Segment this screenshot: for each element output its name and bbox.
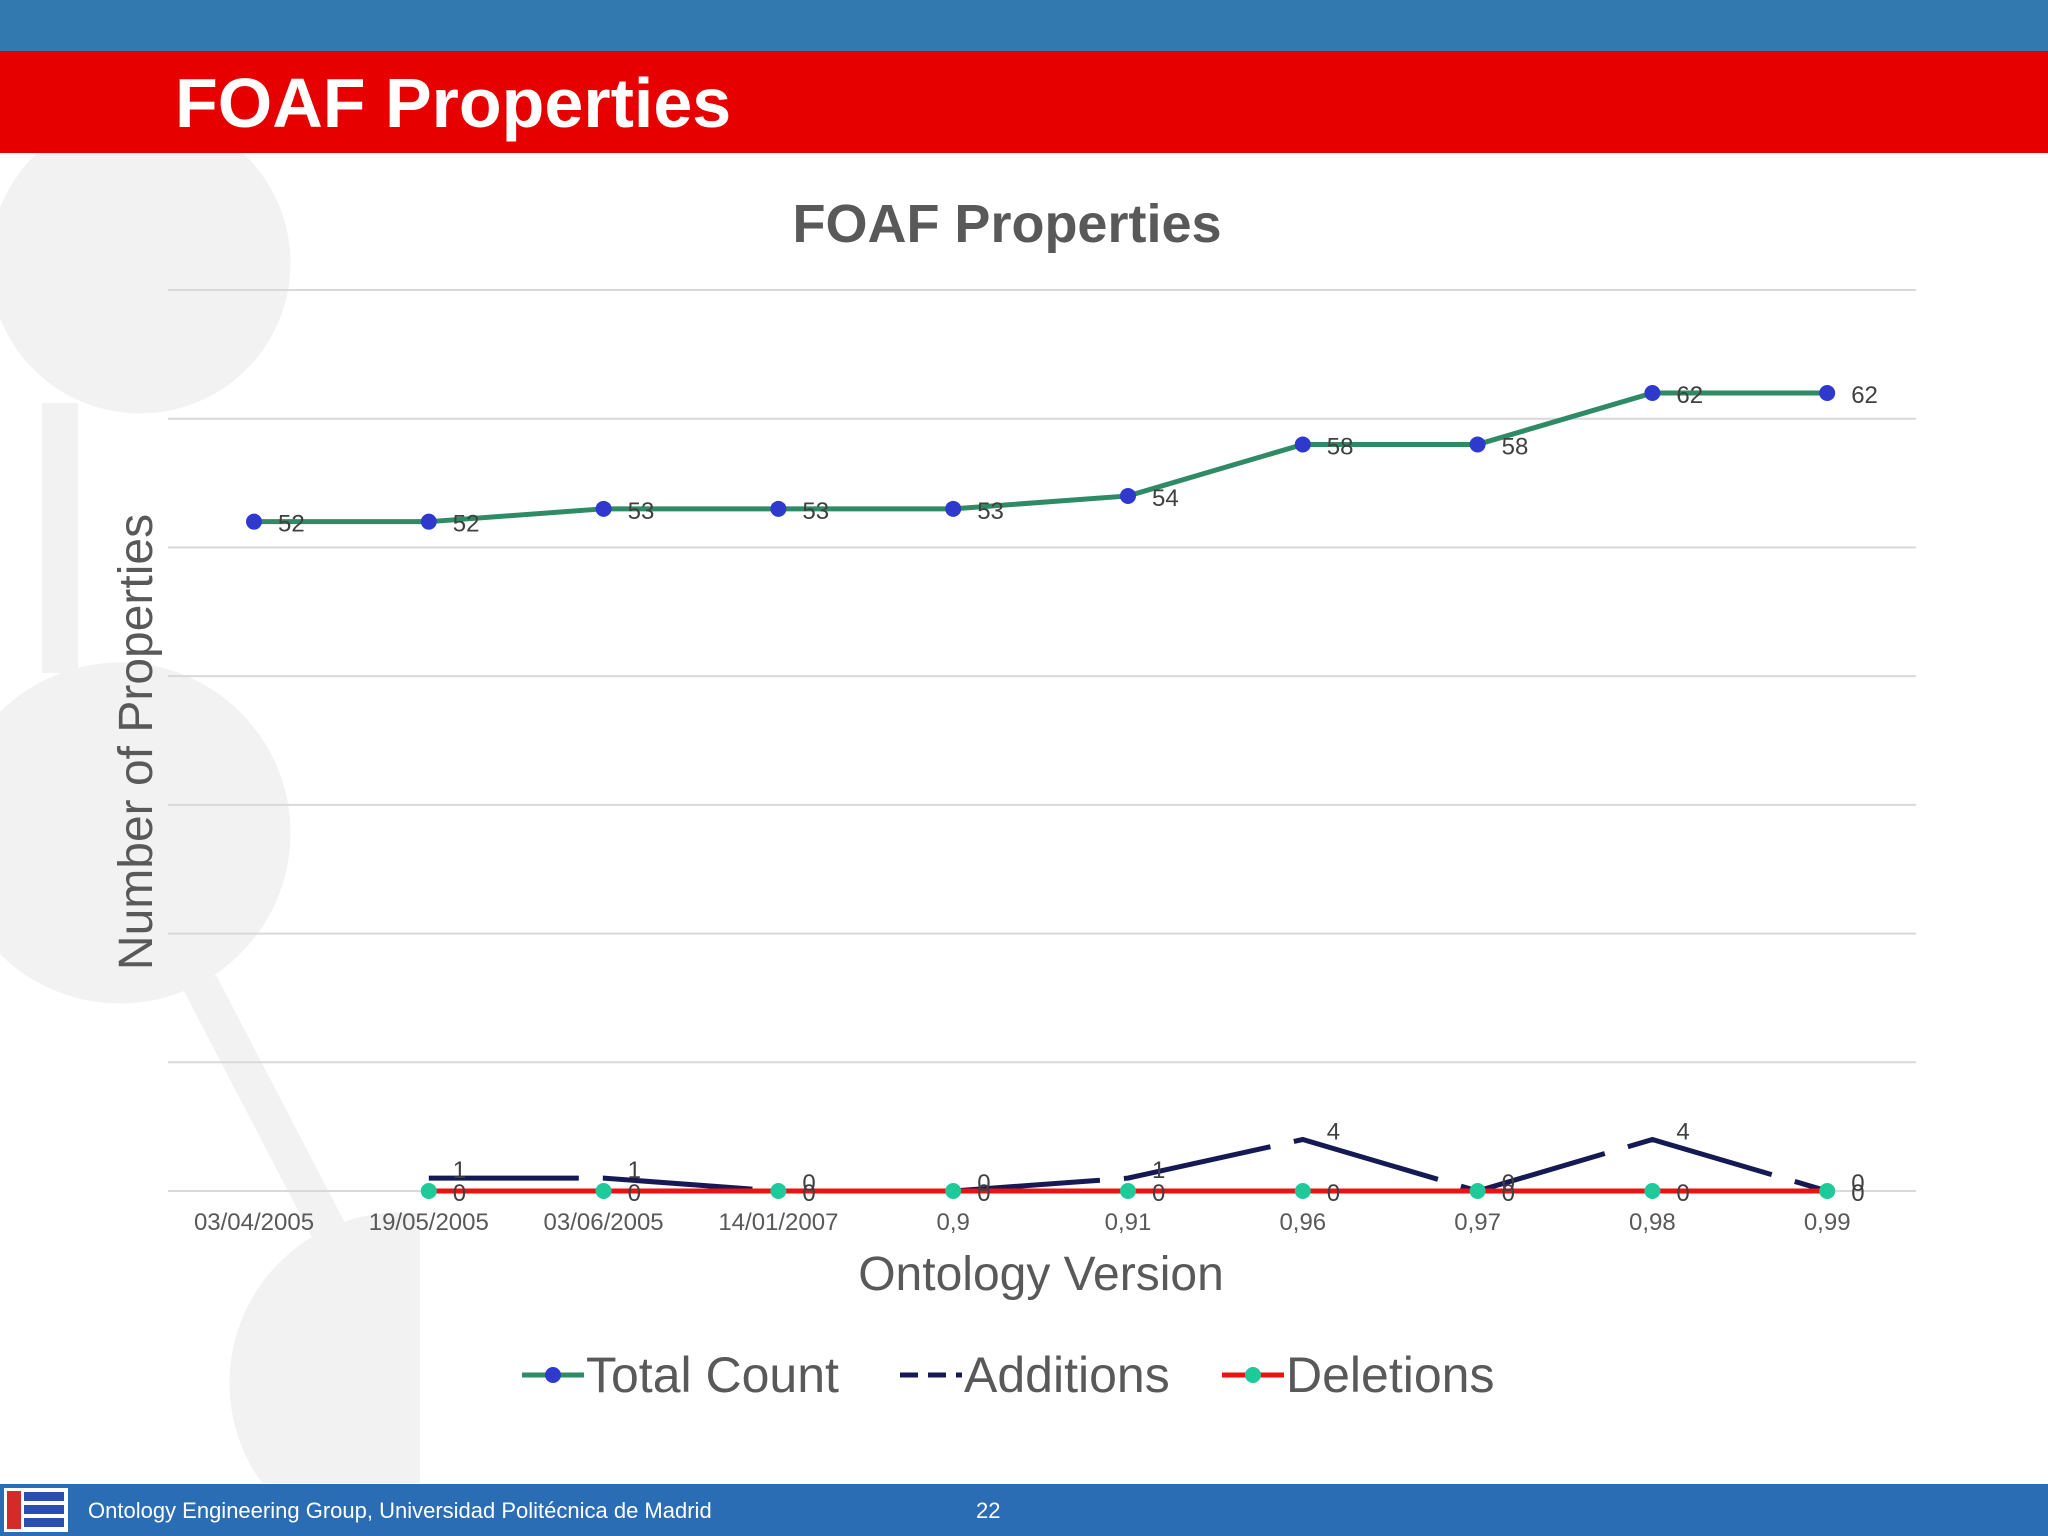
total-count-point	[1819, 384, 1836, 401]
y-axis-label: Number of Properties	[110, 514, 163, 970]
top-bar	[0, 0, 2048, 51]
title-bar	[0, 51, 2048, 153]
total-count-data-label: 54	[1152, 485, 1179, 512]
legend-additions: Additions	[900, 1347, 1170, 1403]
gridlines	[168, 289, 1916, 1192]
total-count-point	[1294, 436, 1311, 453]
total-count-point	[1644, 384, 1661, 401]
deletions-data-label: 0	[1152, 1180, 1165, 1207]
total-count-point	[246, 513, 262, 530]
deletions-point	[1294, 1183, 1311, 1199]
additions-data-label: 0	[802, 1170, 815, 1197]
additions-data-label: 1	[628, 1157, 641, 1184]
x-tick-label: 0,99	[1804, 1209, 1851, 1236]
deletions-point	[1120, 1183, 1136, 1199]
total-count-line	[254, 390, 1828, 525]
x-tick-label: 0,96	[1279, 1209, 1326, 1236]
legend-label: Deletions	[1286, 1347, 1494, 1403]
additions-data-label: 4	[1327, 1119, 1340, 1146]
total-count-data-label: 53	[628, 498, 655, 525]
page-number: 22	[976, 1498, 1001, 1523]
x-tick-label: 0,97	[1454, 1209, 1501, 1236]
deletions-data-label: 0	[1327, 1180, 1340, 1207]
total-count-data-label: 62	[1676, 382, 1703, 409]
total-count-data-label: 62	[1851, 382, 1878, 409]
x-tick-labels: 03/04/2005 19/05/2005 03/06/2005 14/01/2007…	[194, 1209, 1851, 1236]
x-tick-label: 19/05/2005	[369, 1209, 489, 1236]
additions-data-label: 0	[1502, 1170, 1515, 1197]
deletions-point	[595, 1183, 612, 1199]
additions-data-label: 4	[1676, 1119, 1689, 1146]
deletions-point	[420, 1183, 437, 1199]
additions-data-label: 1	[453, 1157, 466, 1184]
total-count-data-label: 53	[802, 498, 829, 525]
total-count-data-label: 52	[453, 511, 480, 538]
deletions-data-label: 0	[1676, 1180, 1689, 1207]
total-count-point	[1120, 487, 1136, 504]
legend-label: Additions	[964, 1347, 1170, 1403]
legend-deletions: Deletions	[1222, 1347, 1494, 1403]
total-count-point	[945, 500, 962, 517]
x-tick-label: 03/04/2005	[194, 1209, 314, 1236]
x-tick-label: 0,91	[1105, 1209, 1152, 1236]
x-tick-label: 14/01/2007	[718, 1209, 838, 1236]
deletions-point	[1644, 1183, 1661, 1199]
deletions-point	[945, 1183, 962, 1199]
x-axis-label: Ontology Version	[858, 1248, 1224, 1301]
total-count-point	[1469, 436, 1486, 453]
legend-swatch-marker	[1245, 1367, 1261, 1383]
series-markers	[246, 384, 1836, 1199]
total-count-data-label: 58	[1327, 433, 1354, 460]
total-count-point	[595, 500, 612, 517]
total-count-data-label: 58	[1502, 433, 1529, 460]
deletions-data-label: 0	[1851, 1180, 1864, 1207]
slide-title: FOAF Properties	[175, 64, 732, 142]
x-tick-label: 0,98	[1629, 1209, 1676, 1236]
additions-line	[428, 1136, 1828, 1194]
chart-title: FOAF Properties	[792, 194, 1221, 254]
legend-label: Total Count	[586, 1347, 839, 1403]
additions-data-label: 0	[977, 1170, 990, 1197]
deletions-point	[770, 1183, 787, 1199]
deletions-point	[1469, 1183, 1486, 1199]
legend: Total Count Additions Deletions	[522, 1347, 1494, 1403]
total-count-point	[420, 513, 437, 530]
deletions-point	[1819, 1183, 1836, 1199]
deletions-data-label: 0	[1502, 1180, 1515, 1207]
deletions-data-label: 0	[453, 1180, 466, 1207]
footer: Ontology Engineering Group, Universidad …	[0, 1484, 2048, 1536]
oeg-logo-icon	[4, 1488, 68, 1532]
total-count-point	[770, 500, 787, 517]
additions-data-label: 1	[1152, 1157, 1165, 1184]
legend-swatch-marker	[545, 1367, 561, 1383]
deletions-data-label: 0	[977, 1180, 990, 1207]
legend-total-count: Total Count	[522, 1347, 839, 1403]
series-lines	[254, 390, 1828, 1194]
total-count-data-label: 52	[278, 511, 305, 538]
deletions-data-label: 0	[628, 1180, 641, 1207]
x-tick-label: 03/06/2005	[544, 1209, 664, 1236]
footer-organization: Ontology Engineering Group, Universidad …	[88, 1498, 712, 1523]
additions-data-label: 0	[1851, 1170, 1864, 1197]
x-tick-label: 0,9	[937, 1209, 970, 1236]
background-molecule-watermark	[0, 153, 420, 1483]
deletions-data-label: 0	[802, 1180, 815, 1207]
total-count-data-label: 53	[977, 498, 1004, 525]
